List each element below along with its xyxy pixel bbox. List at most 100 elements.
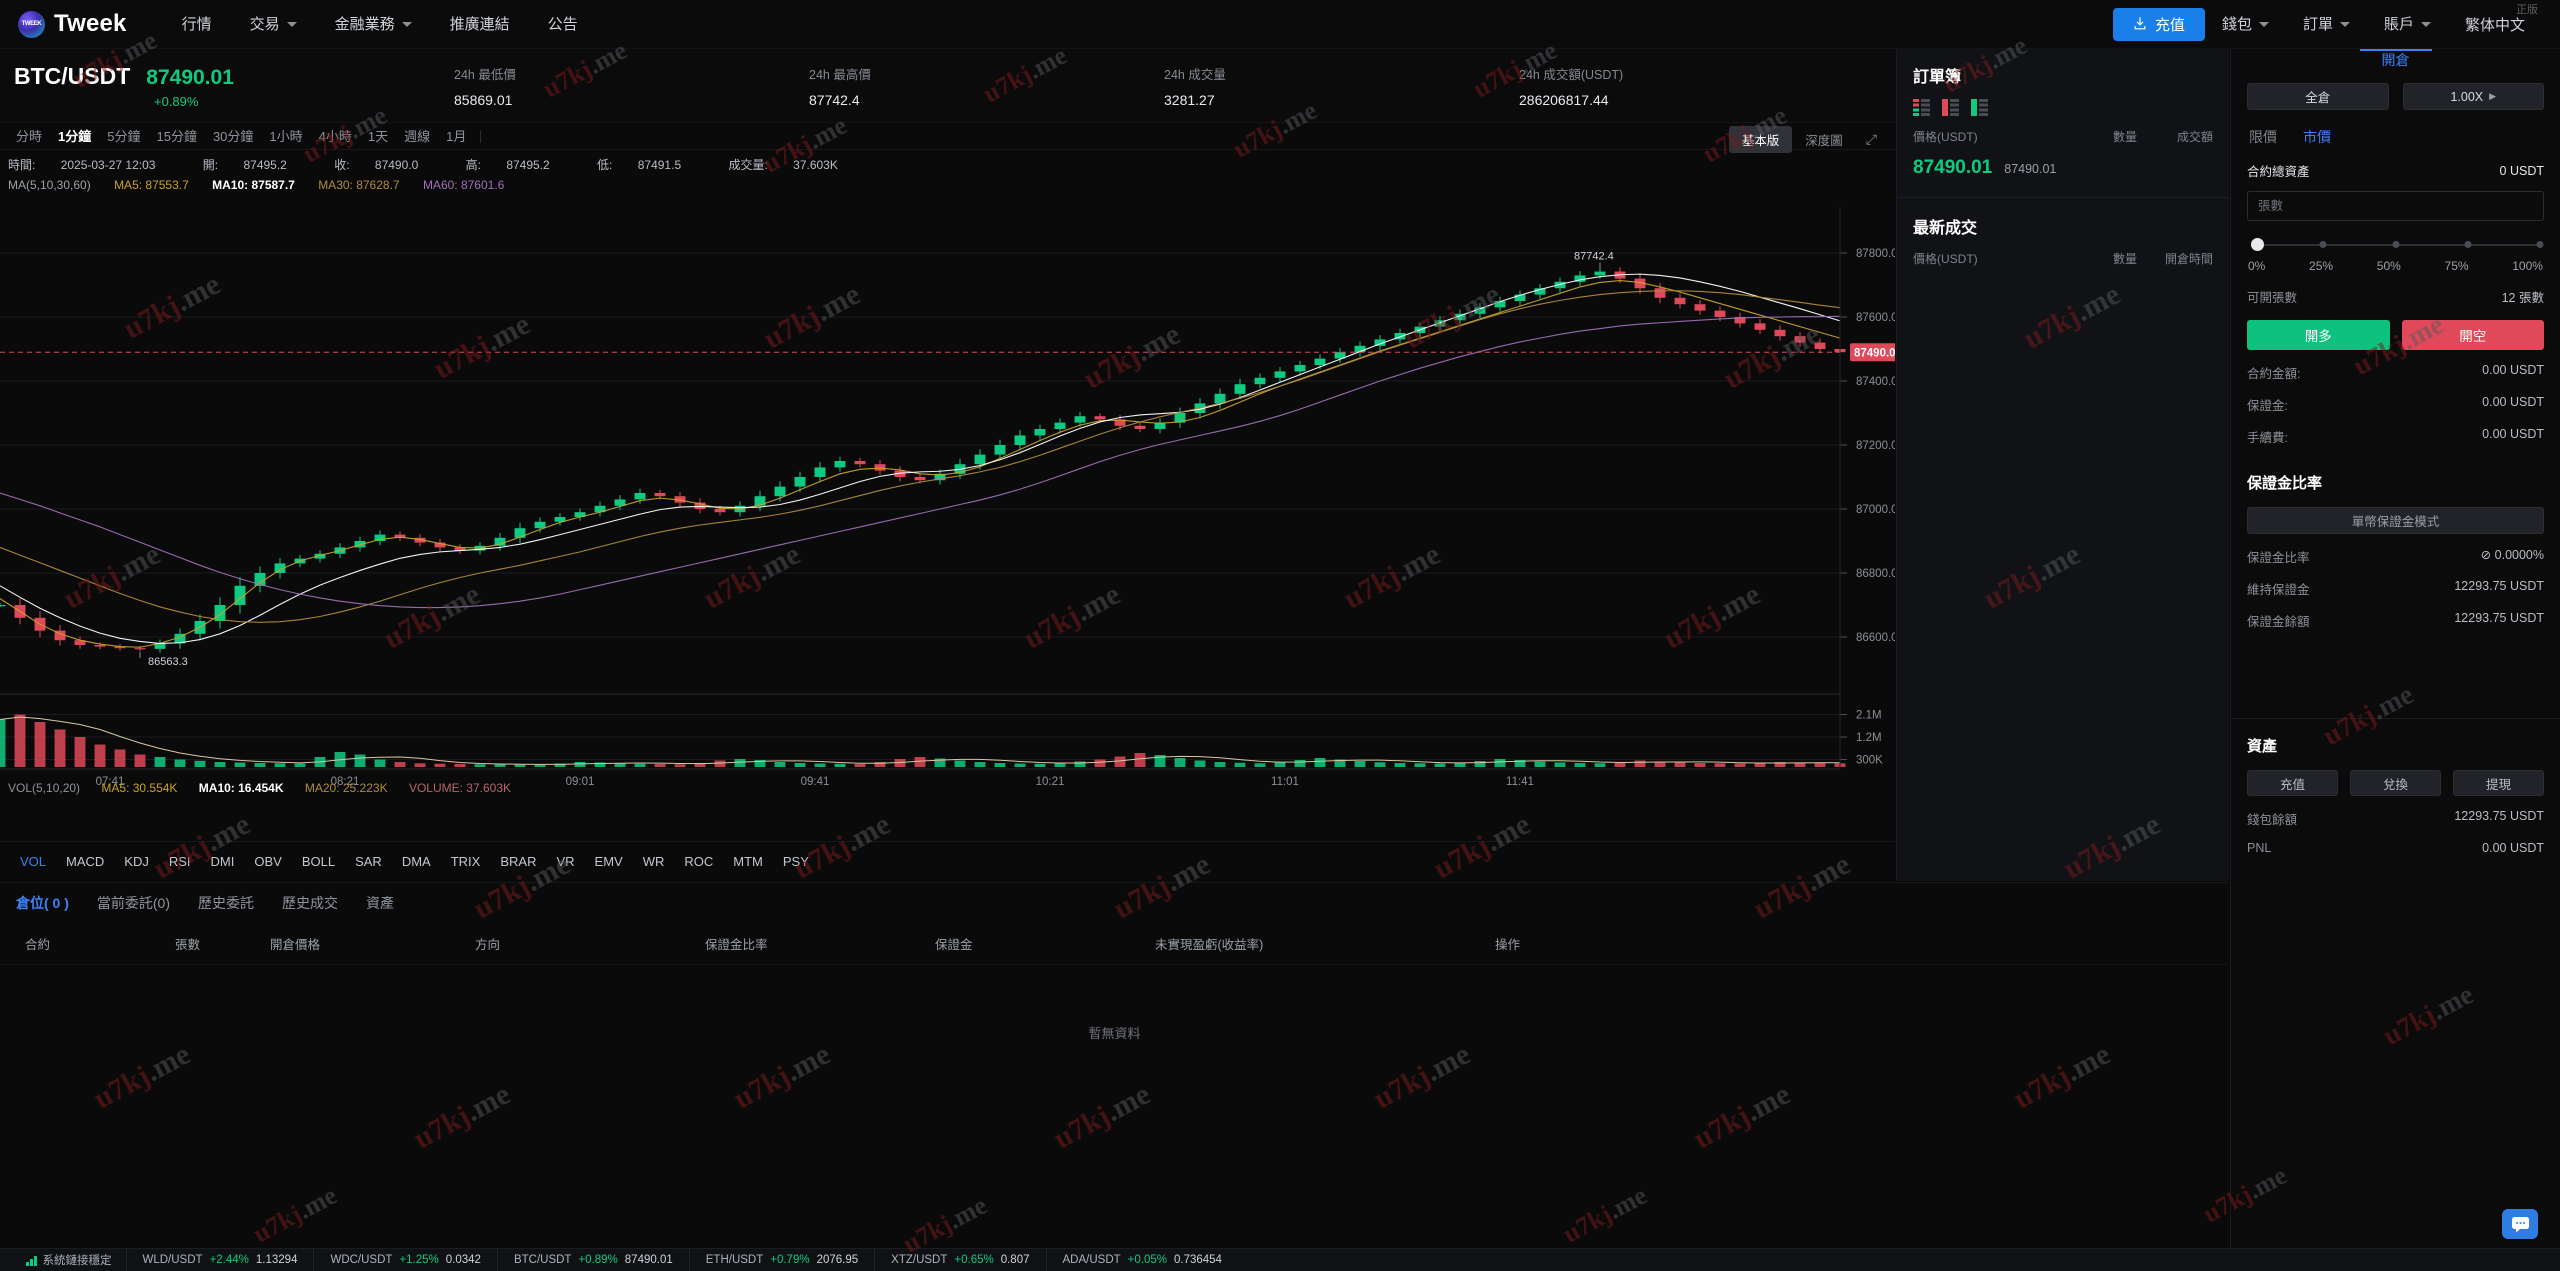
indicator-psy[interactable]: PSY <box>782 854 809 869</box>
percent-0[interactable]: 0% <box>2248 259 2266 273</box>
orderbook-both-icon[interactable] <box>1913 99 1930 116</box>
indicator-vr[interactable]: VR <box>556 854 575 869</box>
orderbook-asks-icon[interactable] <box>1942 99 1959 116</box>
contract-amount-value: 0.00 USDT <box>2482 363 2544 377</box>
orderbook-bids-icon[interactable] <box>1971 99 1988 116</box>
svg-text:87600.0: 87600.0 <box>1856 312 1895 324</box>
percent-50[interactable]: 50% <box>2376 259 2401 273</box>
indicator-obv[interactable]: OBV <box>254 854 282 869</box>
indicator-brar[interactable]: BRAR <box>500 854 537 869</box>
stat-label: 24h 成交額(USDT) <box>1519 67 1624 82</box>
positions-panel: 倉位( 0 ) 當前委託(0) 歷史委託 歷史成交 資產 合約 張數 開倉價格 方向 保證金比率… <box>0 882 2229 1249</box>
tab-open-position[interactable]: 開倉 <box>2381 52 2410 68</box>
ticker-item-0[interactable]: WLD/USDT +2.44% 1.13294 <box>125 1248 314 1271</box>
nav-item-wallet[interactable]: 錢包 <box>2205 0 2286 49</box>
ticker-item-3[interactable]: ETH/USDT +0.79% 2076.95 <box>688 1248 874 1271</box>
total-assets-value: 0 USDT <box>2499 163 2544 178</box>
ticker-item-1[interactable]: WDC/USDT +1.25% 0.0342 <box>313 1248 496 1271</box>
nav-item-trade[interactable]: 交易 <box>231 0 316 49</box>
amount-slider[interactable] <box>2251 238 2544 252</box>
positions-tab-0[interactable]: 倉位( 0 ) <box>16 895 69 911</box>
percent-100[interactable]: 100% <box>2512 259 2543 273</box>
slider-handle[interactable] <box>2251 238 2264 251</box>
support-chat-button[interactable] <box>2502 1209 2538 1239</box>
order-type-market[interactable]: 市價 <box>2303 129 2331 145</box>
nav-item-orders[interactable]: 訂單 <box>2286 0 2367 49</box>
slider-tick-25[interactable] <box>2319 241 2327 248</box>
indicator-trix[interactable]: TRIX <box>450 854 481 869</box>
ohlc-low-label: 低: <box>597 158 613 172</box>
ticker-item-2[interactable]: BTC/USDT +0.89% 87490.01 <box>496 1248 689 1271</box>
asset-deposit-button[interactable]: 充值 <box>2247 770 2338 796</box>
indicator-vol[interactable]: VOL <box>20 854 47 869</box>
nav-label: 賬戶 <box>2383 15 2414 33</box>
timeframe-tab-9[interactable]: 1月 <box>446 128 467 144</box>
language-selector[interactable]: 繁体中文 <box>2464 16 2525 34</box>
asset-withdraw-button[interactable]: 提現 <box>2453 770 2544 796</box>
slider-tick-50[interactable] <box>2392 241 2399 248</box>
timeframe-tab-5[interactable]: 1小時 <box>269 128 303 144</box>
margin-mode-selector[interactable]: 全倉 <box>2247 83 2389 110</box>
indicator-emv[interactable]: EMV <box>594 854 623 869</box>
timeframe-tab-1[interactable]: 1分鐘 <box>58 128 92 144</box>
positions-tab-2[interactable]: 歷史委託 <box>198 895 255 911</box>
indicator-dma[interactable]: DMA <box>401 854 431 869</box>
slider-tick-75[interactable] <box>2464 241 2472 248</box>
indicator-boll[interactable]: BOLL <box>301 854 336 869</box>
leverage-selector[interactable]: 1.00X ▶ <box>2402 83 2544 110</box>
ticker-price: 0.807 <box>1000 1254 1030 1266</box>
indicator-dmi[interactable]: DMI <box>210 854 235 869</box>
order-type-limit[interactable]: 限價 <box>2249 129 2277 145</box>
timeframe-tab-7[interactable]: 1天 <box>367 128 389 144</box>
quantity-input[interactable] <box>2247 191 2544 221</box>
timeframe-tab-0[interactable]: 分時 <box>16 128 43 144</box>
indicator-sar[interactable]: SAR <box>355 854 382 869</box>
nav-item-announcements[interactable]: 公告 <box>529 0 597 49</box>
brand-logo[interactable]: TWEEK Tweek <box>18 10 127 38</box>
timeframe-tab-8[interactable]: 週線 <box>404 128 431 144</box>
nav-item-markets[interactable]: 行情 <box>163 0 231 49</box>
nav-item-finance[interactable]: 金融業務 <box>316 0 431 49</box>
slider-tick-100[interactable] <box>2536 241 2544 248</box>
contract-amount-label: 合約金額: <box>2247 367 2301 381</box>
ohlc-high-value: 87495.2 <box>506 158 550 172</box>
ticker-item-4[interactable]: XTZ/USDT +0.65% 0.807 <box>874 1248 1045 1271</box>
positions-tab-4[interactable]: 資產 <box>366 895 395 911</box>
open-short-button[interactable]: 開空 <box>2401 320 2544 350</box>
ticker-item-5[interactable]: ADA/USDT +0.05% 0.736454 <box>1045 1248 1238 1271</box>
chart-mode-depth[interactable]: 深度圖 <box>1805 134 1843 148</box>
single-currency-margin-mode-button[interactable]: 單幣保證金模式 <box>2247 507 2544 534</box>
timeframe-tab-4[interactable]: 30分鐘 <box>212 128 254 144</box>
info-icon[interactable]: ⊘ <box>2480 548 2492 562</box>
indicator-mtm[interactable]: MTM <box>733 854 763 869</box>
indicator-roc[interactable]: ROC <box>684 854 714 869</box>
timeframe-tab-3[interactable]: 15分鐘 <box>156 128 197 144</box>
status-ticker-bar: 系統鏈接穩定 WLD/USDT +2.44% 1.13294 WDC/USDT +1.2… <box>0 1248 2560 1271</box>
nav-label: 金融業務 <box>334 15 395 33</box>
margin-ratio-row: 保證金比率 ⊘ 0.0000% <box>2247 547 2544 566</box>
asset-convert-button[interactable]: 兌換 <box>2350 770 2441 796</box>
positions-tab-1[interactable]: 當前委託(0) <box>96 895 171 911</box>
open-long-button[interactable]: 開多 <box>2247 320 2390 350</box>
percent-75[interactable]: 75% <box>2444 259 2469 273</box>
positions-empty-state: 暫無資料 <box>1088 1026 1141 1041</box>
chart-mode-basic[interactable]: 基本版 <box>1728 126 1793 153</box>
nav-item-referral[interactable]: 推廣連結 <box>431 0 529 49</box>
price-chart-canvas[interactable]: 87800.0 87600.0 87400.0 87200.0 87000.0 86800… <box>0 207 1895 795</box>
chevron-down-icon <box>2339 21 2350 27</box>
positions-col-2: 開倉價格 <box>270 938 321 952</box>
deposit-button[interactable]: 充值 <box>2112 7 2205 41</box>
nav-item-account[interactable]: 賬戶 <box>2367 0 2448 49</box>
indicator-rsi[interactable]: RSI <box>168 854 191 869</box>
positions-tab-3[interactable]: 歷史成交 <box>282 895 339 911</box>
timeframe-tab-2[interactable]: 5分鐘 <box>107 128 141 144</box>
svg-text:08:21: 08:21 <box>331 776 360 788</box>
timeframe-tab-6[interactable]: 4小時 <box>318 128 352 144</box>
indicator-macd[interactable]: MACD <box>66 854 105 869</box>
indicator-kdj[interactable]: KDJ <box>124 854 149 869</box>
expand-icon[interactable]: ⤢ <box>1865 131 1877 147</box>
symbol-name[interactable]: BTC/USDT <box>14 62 131 89</box>
indicator-wr[interactable]: WR <box>642 854 665 869</box>
percent-25[interactable]: 25% <box>2309 259 2334 273</box>
margin-leverage-row: 全倉 1.00X ▶ <box>2247 83 2544 110</box>
